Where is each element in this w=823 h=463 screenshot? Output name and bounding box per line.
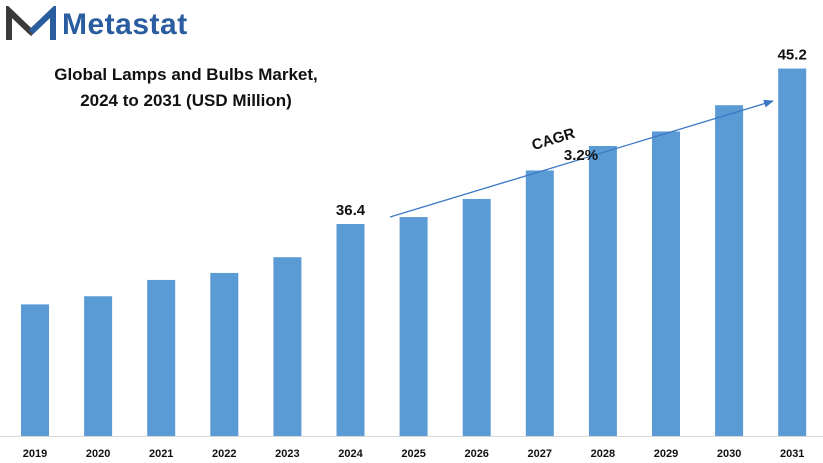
cagr-trend-arrow [389, 99, 774, 218]
x-tick-label-2025: 2025 [401, 448, 425, 460]
bar-2031 [778, 68, 807, 437]
x-tick-label-2028: 2028 [591, 448, 615, 460]
chart-title: Global Lamps and Bulbs Market, 2024 to 2… [30, 62, 342, 114]
bar-2019 [21, 304, 49, 436]
data-label-2031: 45.2 [778, 47, 807, 64]
x-tick-label-2022: 2022 [212, 448, 236, 460]
bar-2028 [588, 145, 617, 437]
bar-2024 [336, 224, 365, 436]
brand-logo: Metastat [6, 6, 188, 44]
x-tick-label-2026: 2026 [464, 448, 488, 460]
x-tick-label-2024: 2024 [338, 448, 363, 460]
x-tick-label-2020: 2020 [86, 448, 110, 460]
data-label-2024: 36.4 [336, 202, 366, 219]
bar-2026 [462, 198, 491, 436]
bar-2027 [525, 170, 554, 436]
x-tick-label-2023: 2023 [275, 448, 299, 460]
x-tick-label-2031: 2031 [780, 448, 804, 460]
x-tick-label-2030: 2030 [717, 448, 741, 460]
x-tick-label-2027: 2027 [528, 448, 552, 460]
bar-2023 [273, 257, 302, 436]
bar-2022 [210, 272, 239, 436]
chart-title-line-2: 2024 to 2031 (USD Million) [80, 91, 292, 110]
bar-2020 [84, 296, 113, 436]
x-tick-label-2029: 2029 [654, 448, 678, 460]
cagr-value: 3.2% [564, 147, 598, 164]
brand-name: Metastat [62, 8, 188, 41]
bar-2025 [399, 217, 428, 436]
x-tick-label-2021: 2021 [149, 448, 173, 460]
bar-2021 [147, 279, 176, 436]
metastat-logo-icon [6, 6, 56, 40]
bar-2029 [652, 131, 680, 436]
x-tick-label-2019: 2019 [23, 448, 47, 460]
chart-title-line-1: Global Lamps and Bulbs Market, [54, 65, 318, 84]
bar-2030 [715, 105, 744, 437]
